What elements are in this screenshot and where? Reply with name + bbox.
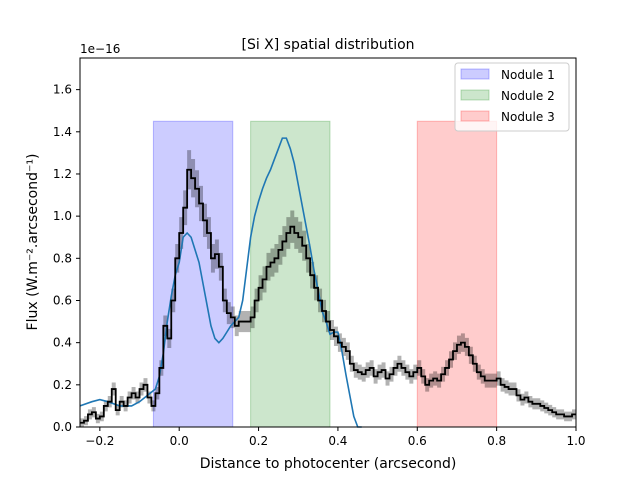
uncertainty-band (80, 150, 576, 427)
plot-area: −0.2 0.0 0.2 0.4 0.6 0.8 1.0 0.0 0.2 0.4 0.6 0.8 1.0… (53, 57, 586, 448)
legend-label-nodule-2: Nodule 2 (501, 89, 555, 103)
x-tick-label: 1.0 (566, 434, 585, 448)
legend-box (454, 62, 570, 132)
axes-frame (79, 57, 577, 428)
y-tick-label: 0.6 (53, 293, 72, 307)
y-tick-label: 0.8 (53, 251, 72, 265)
legend-label-nodule-3: Nodule 3 (501, 110, 555, 124)
y-tick-label: 0.4 (53, 336, 72, 350)
x-tick-label: −0.2 (85, 434, 114, 448)
y-tick-label: 1.4 (53, 125, 72, 139)
legend: Nodule 1 Nodule 2 Nodule 3 (454, 62, 570, 132)
chart-title: [Si X] spatial distribution (241, 37, 414, 53)
y-tick-label: 1.2 (53, 167, 72, 181)
legend-swatch-nodule-2 (460, 89, 490, 101)
x-tick-label: 0.4 (328, 434, 347, 448)
region-nodule-1 (152, 120, 234, 428)
series-step-black (80, 168, 576, 424)
y-tick-label: 1.0 (53, 209, 72, 223)
y-axis-label: Flux (W.m⁻².arcsecond⁻¹) (25, 154, 41, 331)
y-tick-label: 0.2 (53, 378, 72, 392)
x-tick-label: 0.2 (249, 434, 268, 448)
x-tick-label: 0.0 (170, 434, 189, 448)
legend-swatch-nodule-3 (460, 110, 490, 122)
y-scale-label: 1e−16 (80, 42, 120, 56)
region-nodule-2 (250, 120, 331, 428)
y-tick-label: 1.6 (53, 83, 72, 97)
legend-swatch-nodule-1 (460, 68, 490, 80)
x-tick-label: 0.8 (487, 434, 506, 448)
y-tick-label: 0.0 (53, 420, 72, 434)
x-tick-label: 0.6 (408, 434, 427, 448)
legend-label-nodule-1: Nodule 1 (501, 68, 555, 82)
x-axis-label: Distance to photocenter (arcsecond) (200, 456, 457, 472)
